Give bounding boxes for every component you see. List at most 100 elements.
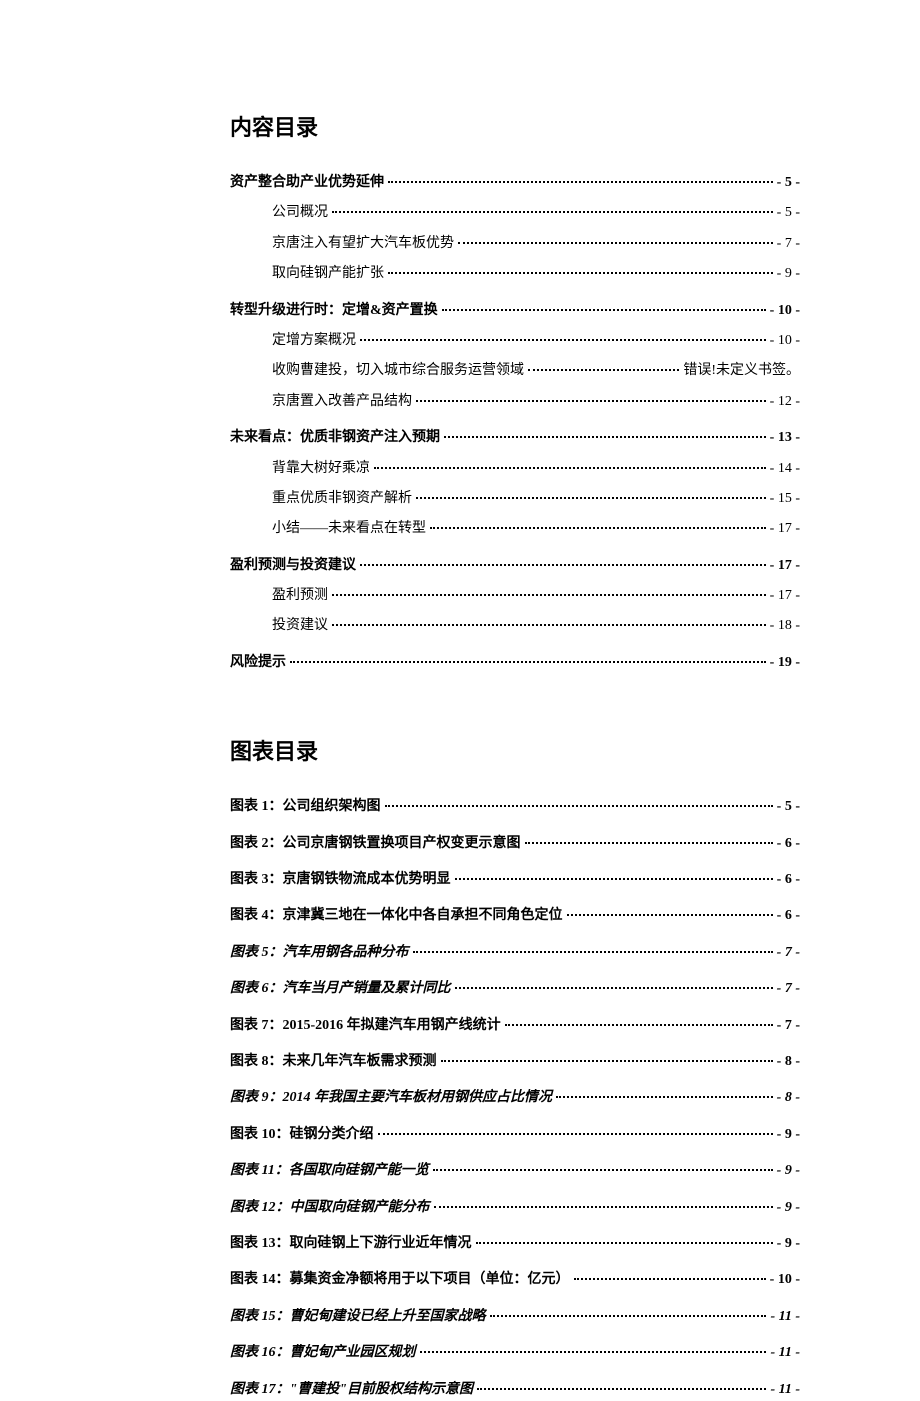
toc-entry-page: - 5 -: [777, 172, 800, 194]
figure-toc-entry-page: - 7 -: [777, 1015, 800, 1037]
figure-toc-entry: 图表 17："曹建投"目前股权结构示意图 - 11 -: [230, 1379, 800, 1401]
toc-entry-page: - 9 -: [777, 263, 800, 285]
toc-leader-dots: [444, 436, 766, 438]
toc-entry-title: 盈利预测与投资建议: [230, 555, 356, 577]
figure-toc-entry-page: - 8 -: [777, 1051, 800, 1073]
toc-leader-dots: [378, 1133, 773, 1135]
figure-toc-entry-title: 图表 13：取向硅钢上下游行业近年情况: [230, 1233, 472, 1255]
toc-entry: 投资建议 - 18 -: [230, 615, 800, 637]
figure-toc-entry-page: - 6 -: [777, 833, 800, 855]
toc-leader-dots: [505, 1024, 773, 1026]
toc-entry-title: 公司概况: [272, 202, 328, 224]
toc-leader-dots: [442, 309, 766, 311]
figure-toc-entry-page: - 11 -: [770, 1342, 800, 1364]
figure-toc-entry: 图表 10：硅钢分类介绍- 9 -: [230, 1124, 800, 1146]
toc-entry-title: 重点优质非钢资产解析: [272, 488, 412, 510]
toc-leader-dots: [416, 497, 766, 499]
figure-toc-entry-title: 图表 11：各国取向硅钢产能一览: [230, 1160, 429, 1182]
toc-entry-page: - 14 -: [770, 458, 800, 480]
figure-toc-entry: 图表 15：曹妃甸建设已经上升至国家战略- 11 -: [230, 1306, 800, 1328]
toc-entry-title: 收购曹建投，切入城市综合服务运营领域: [272, 360, 524, 382]
figure-toc-entry-page: - 11 -: [770, 1379, 800, 1401]
figure-toc-entry: 图表 1：公司组织架构图 - 5 -: [230, 796, 800, 818]
toc-entry-title: 京唐置入改善产品结构: [272, 391, 412, 413]
figure-toc-entry-title: 图表 9：2014 年我国主要汽车板材用钢供应占比情况: [230, 1087, 552, 1109]
toc-entry: 京唐置入改善产品结构 - 12 -: [230, 391, 800, 413]
toc-leader-dots: [567, 914, 773, 916]
toc-leader-dots: [385, 805, 773, 807]
figure-toc-entry: 图表 5：汽车用钢各品种分布- 7 -: [230, 942, 800, 964]
figure-toc-list: 图表 1：公司组织架构图 - 5 - 图表 2：公司京唐钢铁置换项目产权变更示意图 -…: [230, 796, 800, 1401]
toc-entry-title: 京唐注入有望扩大汽车板优势: [272, 233, 454, 255]
figure-toc-entry-title: 图表 12：中国取向硅钢产能分布: [230, 1197, 430, 1219]
figure-toc-entry-title: 图表 16：曹妃甸产业园区规划: [230, 1342, 416, 1364]
toc-entry: 盈利预测 - 17 -: [230, 585, 800, 607]
content-toc-list: 资产整合助产业优势延伸- 5 -公司概况- 5 -京唐注入有望扩大汽车板优势- …: [230, 172, 800, 674]
toc-leader-dots: [556, 1096, 773, 1098]
toc-leader-dots: [434, 1206, 773, 1208]
toc-leader-dots: [433, 1169, 773, 1171]
toc-entry-title: 资产整合助产业优势延伸: [230, 172, 384, 194]
toc-leader-dots: [525, 842, 773, 844]
figure-toc-entry: 图表 8：未来几年汽车板需求预测 - 8 -: [230, 1051, 800, 1073]
toc-entry: 背靠大树好乘凉- 14 -: [230, 458, 800, 480]
toc-entry: 取向硅钢产能扩张- 9 -: [230, 263, 800, 285]
toc-leader-dots: [441, 1060, 773, 1062]
toc-leader-dots: [528, 369, 679, 371]
figure-toc-entry-page: - 8 -: [777, 1087, 800, 1109]
toc-entry-title: 转型升级进行时：定增&资产置换: [230, 300, 438, 322]
figure-toc-entry: 图表 13：取向硅钢上下游行业近年情况- 9 -: [230, 1233, 800, 1255]
toc-leader-dots: [574, 1278, 766, 1280]
toc-entry: 公司概况 - 5 -: [230, 202, 800, 224]
figure-toc-entry: 图表 4：京津冀三地在一体化中各自承担不同角色定位- 6 -: [230, 905, 800, 927]
figure-toc-entry: 图表 11：各国取向硅钢产能一览- 9 -: [230, 1160, 800, 1182]
figure-toc-entry-title: 图表 6：汽车当月产销量及累计同比: [230, 978, 451, 1000]
toc-leader-dots: [332, 624, 766, 626]
toc-entry-page: - 13 -: [770, 427, 800, 449]
toc-leader-dots: [413, 951, 773, 953]
toc-entry: 未来看点：优质非钢资产注入预期 - 13 -: [230, 427, 800, 449]
figure-toc-entry-title: 图表 17："曹建投"目前股权结构示意图: [230, 1379, 473, 1401]
toc-leader-dots: [332, 211, 773, 213]
figure-toc-entry-title: 图表 10：硅钢分类介绍: [230, 1124, 374, 1146]
figure-toc-entry-title: 图表 15：曹妃甸建设已经上升至国家战略: [230, 1306, 486, 1328]
toc-entry: 京唐注入有望扩大汽车板优势- 7 -: [230, 233, 800, 255]
toc-entry-page: - 15 -: [770, 488, 800, 510]
figure-toc-entry-title: 图表 8：未来几年汽车板需求预测: [230, 1051, 437, 1073]
figure-toc-entry: 图表 3：京唐钢铁物流成本优势明显- 6 -: [230, 869, 800, 891]
figure-toc-entry-title: 图表 14：募集资金净额将用于以下项目（单位：亿元）: [230, 1269, 570, 1291]
toc-entry: 转型升级进行时：定增&资产置换- 10 -: [230, 300, 800, 322]
toc-leader-dots: [455, 878, 773, 880]
toc-entry: 重点优质非钢资产解析 - 15 -: [230, 488, 800, 510]
toc-entry-title: 投资建议: [272, 615, 328, 637]
figure-toc-entry: 图表 14：募集资金净额将用于以下项目（单位：亿元）- 10 -: [230, 1269, 800, 1291]
figure-toc-entry: 图表 2：公司京唐钢铁置换项目产权变更示意图 - 6 -: [230, 833, 800, 855]
figure-toc-entry: 图表 7：2015-2016 年拟建汽车用钢产线统计- 7 -: [230, 1015, 800, 1037]
figure-toc-entry-page: - 5 -: [777, 796, 800, 818]
toc-entry-page: - 17 -: [770, 585, 800, 607]
toc-entry-title: 小结——未来看点在转型: [272, 518, 426, 540]
toc-entry-title: 盈利预测: [272, 585, 328, 607]
figure-toc-entry-title: 图表 1：公司组织架构图: [230, 796, 381, 818]
toc-entry-page: - 5 -: [777, 202, 800, 224]
toc-entry-page: - 18 -: [770, 615, 800, 637]
toc-entry-page: - 17 -: [770, 518, 800, 540]
toc-leader-dots: [490, 1315, 767, 1317]
toc-entry-page: - 12 -: [770, 391, 800, 413]
toc-entry-title: 风险提示: [230, 652, 286, 674]
toc-entry: 盈利预测与投资建议- 17 -: [230, 555, 800, 577]
toc-leader-dots: [332, 594, 766, 596]
toc-entry: 资产整合助产业优势延伸 - 5 -: [230, 172, 800, 194]
toc-leader-dots: [420, 1351, 767, 1353]
toc-leader-dots: [458, 242, 773, 244]
toc-entry: 小结——未来看点在转型 - 17 -: [230, 518, 800, 540]
toc-entry-page: - 19 -: [770, 652, 800, 674]
toc-leader-dots: [476, 1242, 773, 1244]
figure-toc-entry-page: - 6 -: [777, 905, 800, 927]
figure-toc-entry-page: - 7 -: [777, 942, 800, 964]
toc-entry-title: 定增方案概况: [272, 330, 356, 352]
toc-entry: 风险提示 - 19 -: [230, 652, 800, 674]
content-toc-heading: 内容目录: [230, 110, 800, 142]
figure-toc-entry-title: 图表 2：公司京唐钢铁置换项目产权变更示意图: [230, 833, 521, 855]
toc-entry-title: 未来看点：优质非钢资产注入预期: [230, 427, 440, 449]
